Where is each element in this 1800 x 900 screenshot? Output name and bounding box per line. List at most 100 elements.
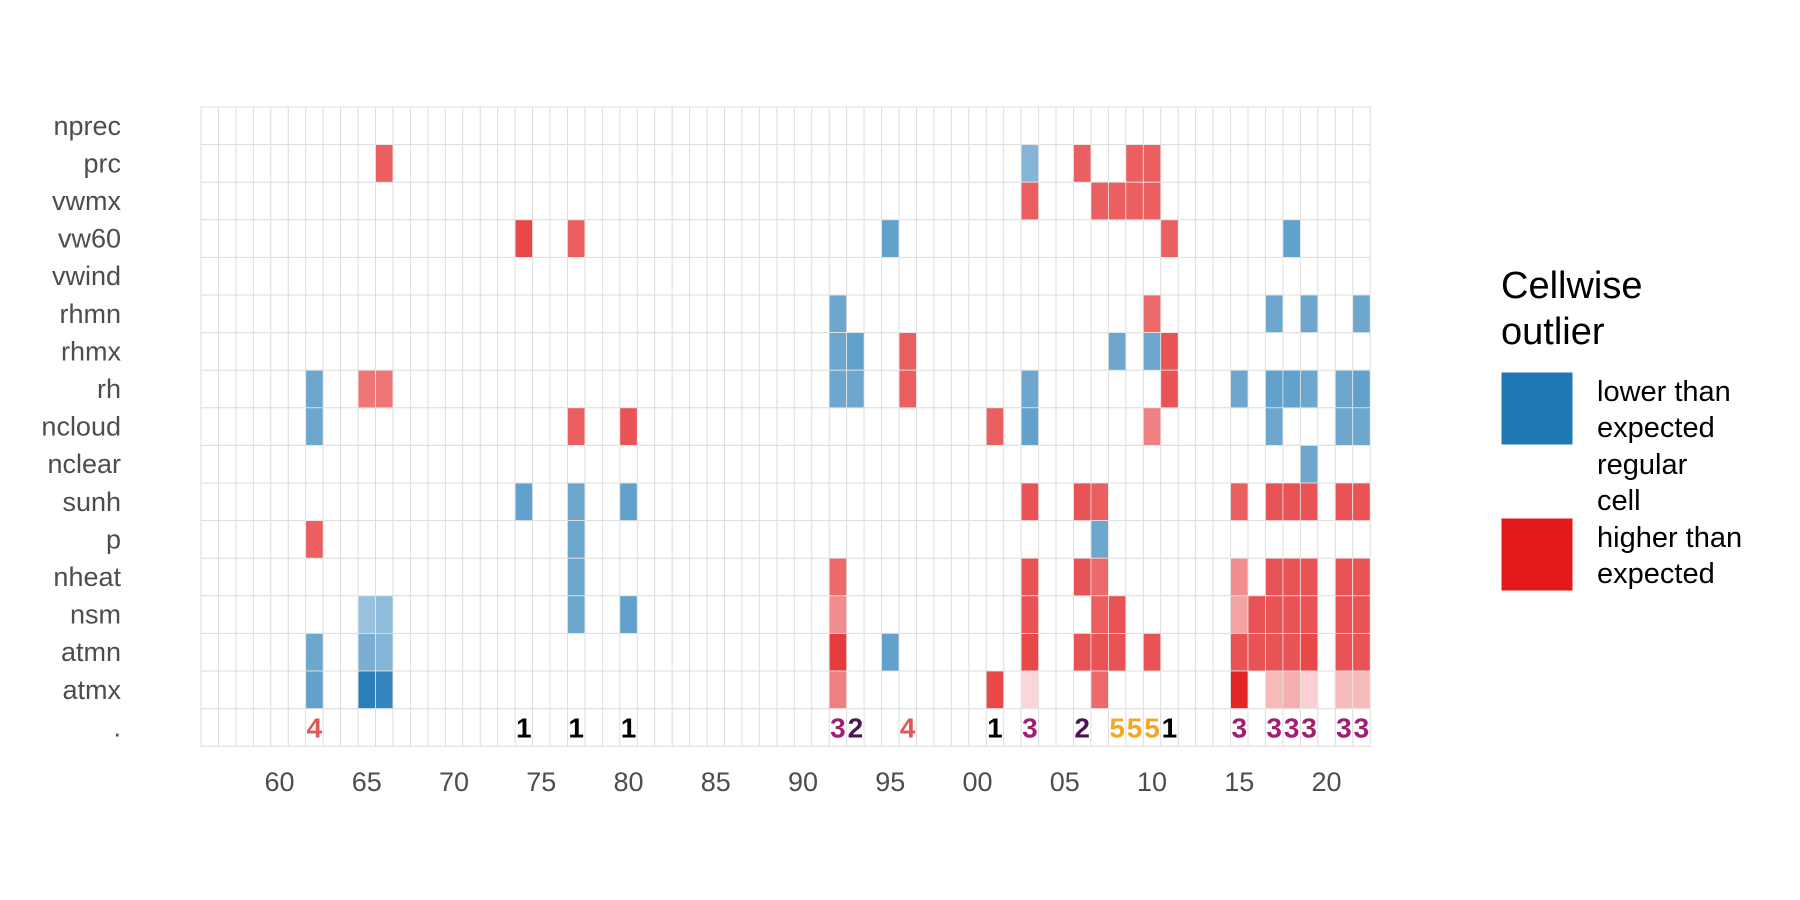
heatmap-cell-rhmx-2008 <box>1108 332 1127 371</box>
heatmap-cell-atmx-2001 <box>985 670 1005 709</box>
heatmap-cell-rhmn-2017 <box>1265 294 1284 333</box>
heatmap-cell-vwmx-2009 <box>1125 181 1144 221</box>
summary-label-1962: 4 <box>307 712 323 743</box>
heatmap-cell-atmn-1965 <box>357 633 376 672</box>
grid-background <box>200 106 1371 747</box>
legend-key-swatch <box>1501 445 1573 518</box>
heatmap-cell-atmn-2021 <box>1334 633 1354 672</box>
heatmap-cell-nheat-2015 <box>1230 557 1249 597</box>
summary-label-2009: 5 <box>1127 712 1143 743</box>
x-axis-tick-15: 15 <box>1224 767 1254 797</box>
heatmap-cell-atmn-2008 <box>1108 633 1127 672</box>
heatmap-cell-rh-2017 <box>1265 369 1284 409</box>
heatmap-cell-atmx-1992 <box>828 670 848 709</box>
heatmap-cell-atmx-1962 <box>305 670 324 709</box>
heatmap-cell-p-1962 <box>305 520 324 559</box>
heatmap-cell-nheat-2006 <box>1073 557 1092 597</box>
heatmap-cell-sunh-2018 <box>1282 482 1301 521</box>
x-axis-labels: 60 65 70 75 80 85 90 95 00 05 10 15 20 <box>265 767 1342 797</box>
heatmap-cell-ncloud-2022 <box>1352 407 1371 446</box>
heatmap-cell-atmn-1995 <box>881 633 900 672</box>
summary-label-2011: 1 <box>1162 712 1178 743</box>
heatmap-cell-rhmn-1992 <box>828 294 848 333</box>
summary-label-1977: 1 <box>568 712 584 743</box>
heatmap-cell-ncloud-2021 <box>1334 407 1354 446</box>
heatmap-cell-atmn-2018 <box>1282 633 1301 672</box>
heatmap-cell-p-2007 <box>1090 520 1109 559</box>
x-axis-tick-95: 95 <box>875 767 905 797</box>
y-axis-label-p: p <box>106 524 121 554</box>
heatmap-cell-ncloud-2003 <box>1020 407 1040 446</box>
heatmap-cell-atmn-2010 <box>1142 633 1162 672</box>
summary-label-2021: 3 <box>1336 712 1352 743</box>
summary-label-1974: 1 <box>516 712 532 743</box>
heatmap-cell-rh-2011 <box>1160 369 1179 409</box>
heatmap-cell-atmx-2007 <box>1090 670 1109 709</box>
heatmap-cell-atmn-1962 <box>305 633 324 672</box>
y-axis-label-nclear: nclear <box>47 449 121 479</box>
heatmap-cell-atmx-1965 <box>357 670 376 709</box>
heatmap-cell-rhmx-1992 <box>828 332 848 371</box>
x-axis-tick-65: 65 <box>352 767 382 797</box>
heatmap-cell-nheat-2018 <box>1282 557 1301 597</box>
heatmap-cell-vw60-2011 <box>1160 219 1179 258</box>
legend-key-label: cell <box>1597 485 1641 517</box>
y-axis-label-rh: rh <box>97 374 121 404</box>
summary-label-2019: 3 <box>1301 712 1317 743</box>
y-axis-label-rhmx: rhmx <box>61 336 121 366</box>
heatmap-cell-atmn-2019 <box>1299 633 1319 672</box>
heatmap-grid <box>200 106 1371 747</box>
heatmap-cell-rh-1966 <box>375 369 394 409</box>
heatmap-cell-nsm-2018 <box>1282 595 1301 634</box>
heatmap-cell-nsm-1966 <box>375 595 394 634</box>
heatmap-cell-rhmn-2019 <box>1299 294 1319 333</box>
heatmap-cell-rh-2021 <box>1334 369 1354 409</box>
y-axis-label-vw60: vw60 <box>58 224 121 254</box>
y-axis-label-sunh: sunh <box>62 487 121 517</box>
heatmap-cell-atmn-2017 <box>1265 633 1284 672</box>
summary-label-2003: 3 <box>1022 712 1038 743</box>
heatmap-cell-sunh-2003 <box>1020 482 1040 521</box>
y-axis-label-vwmx: vwmx <box>52 186 121 216</box>
x-axis-tick-75: 75 <box>526 767 556 797</box>
y-axis-labels: nprec prc vwmx vw60 vwind rhmn rhmx rh ncloud ncl… <box>41 111 121 743</box>
summary-label-1992: 3 <box>830 712 846 743</box>
heatmap-cell-atmn-1966 <box>375 633 394 672</box>
y-axis-label-nprec: nprec <box>53 111 121 141</box>
heatmap-cell-nsm-2019 <box>1299 595 1319 634</box>
summary-label-2017: 3 <box>1266 712 1282 743</box>
heatmap-cell-prc-2010 <box>1142 144 1162 183</box>
heatmap-cell-prc-2006 <box>1073 144 1092 183</box>
y-axis-label-vwind: vwind <box>52 261 121 291</box>
heatmap-cell-ncloud-1980 <box>619 407 638 446</box>
heatmap-cell-rh-1996 <box>898 369 917 409</box>
heatmap-cell-atmn-1992 <box>828 633 848 672</box>
heatmap-cell-ncloud-2010 <box>1142 407 1162 446</box>
x-axis-tick-80: 80 <box>614 767 644 797</box>
legend-key-swatch <box>1500 371 1574 446</box>
heatmap-cell-atmx-2017 <box>1265 670 1284 709</box>
heatmap-cell-sunh-2017 <box>1265 482 1284 521</box>
heatmap-cell-rhmx-1993 <box>846 332 865 371</box>
heatmap-cell-rh-2015 <box>1230 369 1249 409</box>
x-axis-tick-00: 00 <box>963 767 993 797</box>
y-axis-label-atmx: atmx <box>62 675 121 705</box>
heatmap-cell-sunh-1974 <box>514 482 533 521</box>
y-axis-label-ncloud: ncloud <box>41 412 121 442</box>
summary-label-2001: 1 <box>987 712 1003 743</box>
heatmap-cell-nsm-2016 <box>1247 595 1266 634</box>
heatmap-cell-rhmn-2010 <box>1142 294 1162 333</box>
heatmap-cell-prc-2003 <box>1020 144 1040 183</box>
heatmap-cell-nsm-1977 <box>567 595 586 634</box>
heatmap-cell-sunh-2006 <box>1073 482 1092 521</box>
heatmap-cell-rhmx-1996 <box>898 332 917 371</box>
heatmap-cell-nsm-2003 <box>1020 595 1040 634</box>
heatmap-cell-vw60-1977 <box>567 219 586 258</box>
x-axis-tick-70: 70 <box>439 767 469 797</box>
heatmap-cell-nheat-2003 <box>1020 557 1040 597</box>
y-axis-label-atmn: atmn <box>61 637 121 667</box>
heatmap-cell-nheat-1977 <box>567 557 586 597</box>
